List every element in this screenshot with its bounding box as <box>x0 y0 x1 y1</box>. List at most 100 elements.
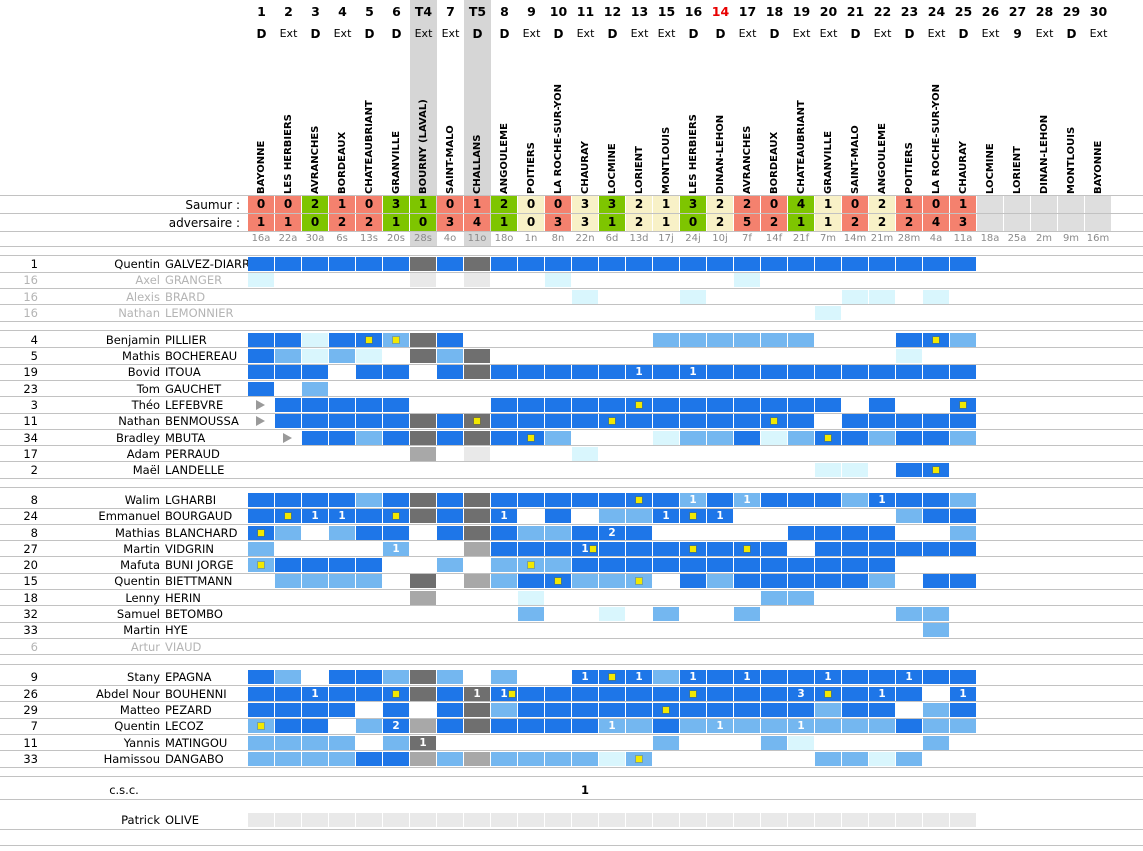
player-last-name: BOCHEREAU <box>165 349 238 363</box>
match-cell <box>842 703 868 717</box>
match-cell <box>464 541 490 556</box>
match-cell <box>869 397 895 412</box>
match-cell <box>653 719 679 734</box>
match-cell <box>788 397 814 412</box>
match-cell <box>626 813 652 827</box>
yellow-card-dot <box>258 562 264 569</box>
match-cell <box>437 670 463 685</box>
match-cell <box>653 430 679 445</box>
match-cell <box>545 509 571 524</box>
match-cell <box>437 719 463 734</box>
match-cell <box>545 574 571 589</box>
goal-count: 1 <box>716 510 724 523</box>
match-number: 7 <box>446 4 455 19</box>
yellow-card-dot <box>609 674 615 681</box>
match-cell <box>788 525 814 540</box>
venue-label: Ext <box>576 27 595 40</box>
row-line <box>0 287 1143 289</box>
yellow-card-dot <box>609 418 615 425</box>
match-number: 28 <box>1035 4 1054 19</box>
row-line <box>0 733 1143 735</box>
match-cell <box>896 414 922 429</box>
match-cell <box>707 332 733 347</box>
goal-count: 1 <box>662 510 670 523</box>
player-first-name: Maël <box>132 463 160 478</box>
saumur-score-cell: 2 <box>302 196 328 213</box>
yellow-card-dot <box>509 690 515 697</box>
match-cell <box>869 257 895 271</box>
match-cell <box>545 813 571 827</box>
match-cell <box>761 574 787 589</box>
row-line <box>0 701 1143 703</box>
match-cell <box>302 414 328 429</box>
match-cell <box>788 257 814 271</box>
match-cell <box>302 558 328 573</box>
match-cell <box>653 365 679 380</box>
row-line <box>0 487 1143 489</box>
player-number: 23 <box>23 381 38 396</box>
match-cell <box>464 509 490 524</box>
row-line <box>0 396 1143 398</box>
adversaire-score-cell: 1 <box>815 214 841 231</box>
match-number: 14 <box>711 4 730 19</box>
goal-count: 1 <box>878 687 886 700</box>
match-cell <box>464 525 490 540</box>
match-cell <box>950 430 976 445</box>
match-cell <box>815 492 841 507</box>
adversaire-score-cell: 1 <box>599 214 625 231</box>
match-cell <box>356 397 382 412</box>
yellow-card-dot <box>393 513 399 520</box>
match-cell <box>923 332 949 347</box>
match-cell: 1 <box>734 492 760 507</box>
match-cell <box>869 813 895 827</box>
match-number: 9 <box>527 4 536 19</box>
match-cell <box>653 257 679 271</box>
match-cell <box>842 686 868 701</box>
match-cell <box>815 703 841 717</box>
match-cell <box>410 590 436 605</box>
match-cell <box>545 703 571 717</box>
match-cell <box>815 558 841 573</box>
match-date: 30a <box>305 233 325 244</box>
match-cell <box>680 430 706 445</box>
adversaire-score-cell <box>1031 214 1057 231</box>
match-cell <box>572 813 598 827</box>
match-cell <box>248 492 274 507</box>
player-number: 9 <box>30 670 38 685</box>
match-cell: 1 <box>329 509 355 524</box>
match-cell: 1 <box>572 541 598 556</box>
opponent-name: BAYONNE <box>1093 140 1104 194</box>
goal-count: 1 <box>311 510 319 523</box>
goal-count: 1 <box>743 671 751 684</box>
player-number: 16 <box>23 289 38 304</box>
adversaire-score-cell: 3 <box>437 214 463 231</box>
match-cell <box>545 686 571 701</box>
match-cell <box>491 414 517 429</box>
saumur-score-cell <box>1058 196 1084 213</box>
saumur-score-cell: 2 <box>491 196 517 213</box>
match-cell <box>248 273 274 288</box>
match-cell <box>707 257 733 271</box>
venue-label: Ext <box>279 27 298 40</box>
match-cell: 1 <box>869 686 895 701</box>
match-cell <box>680 574 706 589</box>
match-cell <box>464 414 490 429</box>
match-cell <box>653 703 679 717</box>
yellow-card-dot <box>690 545 696 552</box>
match-cell <box>545 525 571 540</box>
venue-label: Ext <box>873 27 892 40</box>
match-cell <box>302 703 328 717</box>
match-cell <box>302 574 328 589</box>
match-cell <box>653 813 679 827</box>
player-number: 33 <box>23 751 38 766</box>
goal-count: 1 <box>500 510 508 523</box>
match-number: 12 <box>603 4 622 19</box>
match-cell <box>356 509 382 524</box>
match-cell <box>410 813 436 827</box>
match-cell <box>626 574 652 589</box>
match-cell <box>815 365 841 380</box>
match-cell <box>626 558 652 573</box>
match-cell <box>626 751 652 766</box>
match-cell: 1 <box>626 365 652 380</box>
match-cell <box>761 414 787 429</box>
